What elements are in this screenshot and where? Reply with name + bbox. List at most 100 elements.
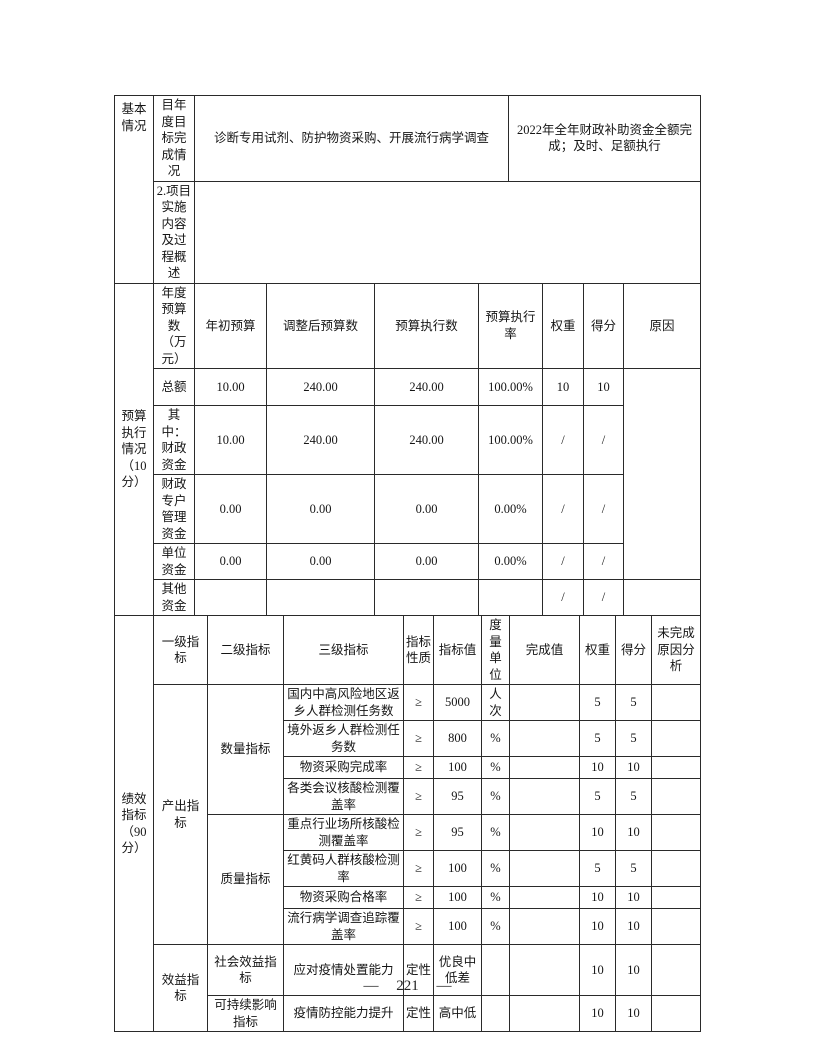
budget-executed-cell: 0.00 (374, 474, 479, 544)
budget-executed-cell: 0.00 (374, 543, 479, 580)
budget-rate-cell: 0.00% (478, 474, 543, 544)
indicator-weight-cell: 10 (579, 944, 616, 996)
indicator-nature-cell: ≥ (403, 886, 434, 909)
implementation-row: 2.项目实施内容及过程概述 (115, 180, 701, 284)
indicator-target-cell: 优良中低差 (433, 944, 482, 996)
budget-score-cell: 10 (583, 368, 624, 406)
indicator-row: 红黄码人群核酸检测率 ≥ 100 % 5 5 (115, 850, 701, 887)
indicator-unit-cell: 人次 (481, 684, 510, 721)
budget-header-adjusted: 调整后预算数 (266, 282, 375, 369)
indicator-completed-cell (509, 850, 580, 887)
budget-header-row: 预算执行情况（10分） 年度预算数（万元） 年初预算 调整后预算数 预算执行数 … (114, 282, 701, 616)
indicator-unit-cell: % (481, 908, 510, 945)
indicator-score-cell: 5 (615, 684, 652, 721)
budget-table: 预算执行情况（10分） 年度预算数（万元） 年初预算 调整后预算数 预算执行数 … (114, 282, 701, 616)
budget-weight-cell: / (542, 543, 584, 580)
indicator-nature-cell: 定性 (403, 944, 434, 996)
budget-adjusted-cell: 0.00 (266, 474, 375, 544)
indicator-completed-cell (509, 778, 580, 815)
indicator-row: 境外返乡人群检测任务数 ≥ 800 % 5 5 (115, 720, 701, 757)
indicator-weight-cell: 5 (579, 684, 616, 721)
budget-weight-cell: / (542, 405, 584, 475)
perf-header-completed: 完成值 (509, 615, 580, 685)
annual-goal-result: 2022年全年财政补助资金全额完成；及时、足额执行 (508, 95, 701, 182)
budget-adjusted-cell: 240.00 (266, 368, 375, 406)
perf-header-target: 指标值 (433, 615, 482, 685)
indicator-unit-cell: % (481, 720, 510, 757)
budget-rate-cell: 0.00% (478, 543, 543, 580)
indicator-score-cell: 5 (615, 720, 652, 757)
indicator-completed-cell (509, 886, 580, 909)
budget-initial-cell: 10.00 (194, 368, 267, 406)
budget-header-row-label: 年度预算数（万元） (153, 282, 195, 369)
level2-sustain-cell: 可持续影响指标 (207, 995, 284, 1032)
indicator-name-cell: 重点行业场所核酸检测覆盖率 (283, 814, 404, 851)
budget-row-fiscal: 其中：财政资金 10.00 240.00 240.00 100.00% / / (115, 405, 701, 475)
indicator-unit-cell (481, 995, 510, 1032)
indicator-reason-cell (651, 995, 701, 1032)
indicator-row: 质量指标 重点行业场所核酸检测覆盖率 ≥ 95 % 10 10 (115, 814, 701, 945)
indicator-nature-cell: ≥ (403, 814, 434, 851)
implementation-row-label: 2.项目实施内容及过程概述 (153, 180, 195, 284)
annual-goal-content: 诊断专用试剂、防护物资采购、开展流行病学调查 (194, 95, 509, 182)
indicator-unit-cell (481, 944, 510, 996)
indicator-score-cell: 10 (615, 886, 652, 909)
budget-row-label: 其中：财政资金 (153, 405, 195, 475)
perf-header-reason: 未完成原因分析 (651, 615, 701, 685)
budget-initial-cell: 0.00 (194, 474, 267, 544)
indicator-weight-cell: 10 (579, 814, 616, 851)
indicator-row: 可持续影响指标 疫情防控能力提升 定性 高中低 10 10 (115, 995, 701, 1032)
budget-row-total: 总额 10.00 240.00 240.00 100.00% 10 10 (115, 368, 701, 580)
indicator-weight-cell: 5 (579, 720, 616, 757)
indicator-target-cell: 95 (433, 814, 482, 851)
budget-row-label: 总额 (153, 368, 195, 406)
indicator-reason-cell (651, 814, 701, 851)
budget-row-special-account: 财政专户管理资金 0.00 0.00 0.00 0.00% / / (115, 474, 701, 544)
budget-header-reason: 原因 (623, 282, 701, 369)
perf-header-unit: 度量单位 (481, 615, 510, 685)
indicator-nature-cell: ≥ (403, 684, 434, 721)
indicator-row: 各类会议核酸检测覆盖率 ≥ 95 % 5 5 (115, 778, 701, 815)
indicator-completed-cell (509, 720, 580, 757)
indicator-unit-cell: % (481, 886, 510, 909)
indicator-nature-cell: ≥ (403, 778, 434, 815)
indicator-reason-cell (651, 886, 701, 909)
annual-goal-row-label: 目年度目标完成情况 (153, 95, 195, 182)
level1-output-cell: 产出指标 (153, 684, 208, 945)
annual-goal-row: 基本情况 目年度目标完成情况 诊断专用试剂、防护物资采购、开展流行病学调查 20… (114, 95, 701, 284)
budget-row-unit-funds: 单位资金 0.00 0.00 0.00 0.00% / / (115, 543, 701, 580)
basic-info-section-label: 基本情况 (114, 95, 154, 284)
indicator-score-cell: 5 (615, 778, 652, 815)
perf-header-level2: 二级指标 (207, 615, 284, 685)
indicator-name-cell: 各类会议核酸检测覆盖率 (283, 778, 404, 815)
page-number: — 221 — (363, 978, 452, 994)
indicator-completed-cell (509, 995, 580, 1032)
indicator-nature-cell: ≥ (403, 756, 434, 779)
budget-executed-cell: 240.00 (374, 368, 479, 406)
indicator-score-cell: 10 (615, 908, 652, 945)
indicator-target-cell: 高中低 (433, 995, 482, 1032)
level2-quality-cell: 质量指标 (207, 814, 284, 945)
indicator-weight-cell: 5 (579, 850, 616, 887)
indicator-reason-cell (651, 720, 701, 757)
indicator-name-cell: 物资采购完成率 (283, 756, 404, 779)
budget-row-label: 单位资金 (153, 543, 195, 580)
indicator-unit-cell: % (481, 778, 510, 815)
budget-header-weight: 权重 (542, 282, 584, 369)
budget-executed-cell (374, 579, 479, 616)
indicator-completed-cell (509, 908, 580, 945)
budget-score-cell: / (583, 405, 624, 475)
budget-initial-cell (194, 579, 267, 616)
indicator-weight-cell: 10 (579, 886, 616, 909)
budget-adjusted-cell: 0.00 (266, 543, 375, 580)
indicator-reason-cell (651, 756, 701, 779)
budget-reason-cell (623, 579, 701, 616)
perf-header-level1: 一级指标 (153, 615, 208, 685)
indicator-target-cell: 100 (433, 908, 482, 945)
indicator-weight-cell: 5 (579, 778, 616, 815)
indicator-score-cell: 10 (615, 995, 652, 1032)
indicator-name-cell: 境外返乡人群检测任务数 (283, 720, 404, 757)
indicator-row: 效益指标 社会效益指标 应对疫情处置能力 定性 优良中低差 10 10 (115, 944, 701, 1032)
indicator-weight-cell: 10 (579, 756, 616, 779)
budget-header-initial: 年初预算 (194, 282, 267, 369)
